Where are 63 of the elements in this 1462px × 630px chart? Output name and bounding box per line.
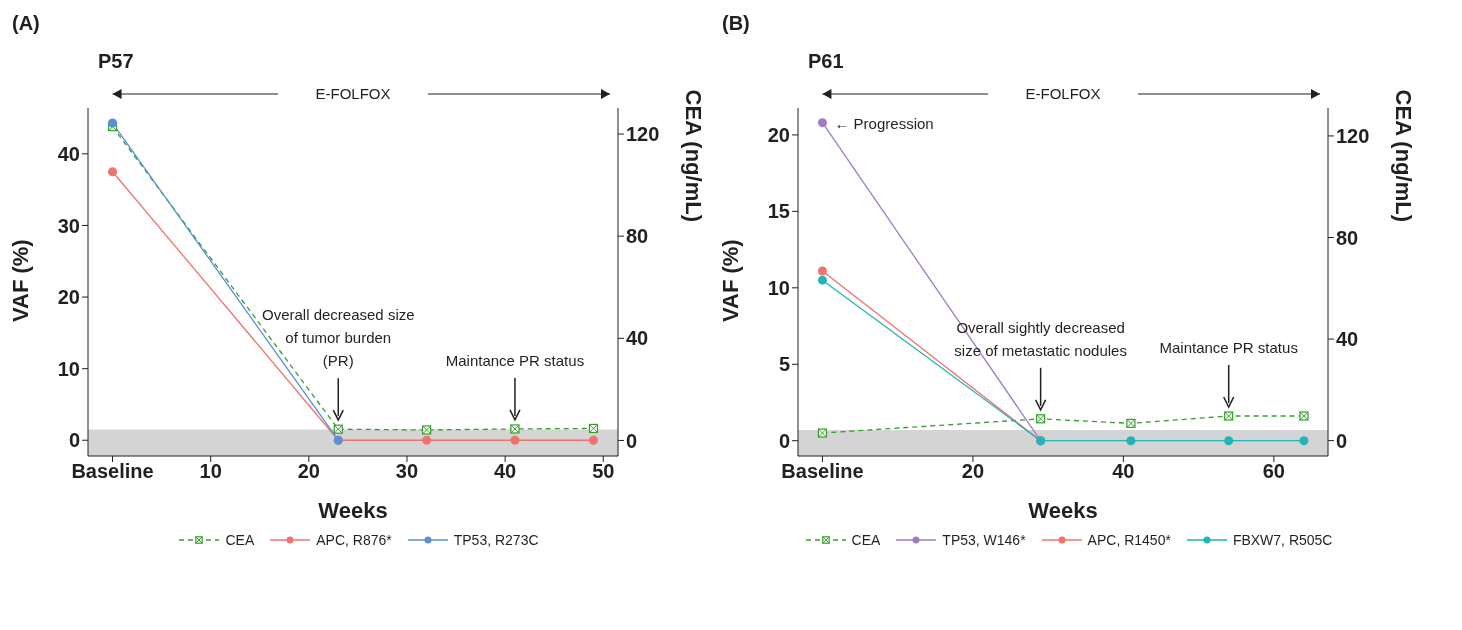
annotation: Overall decreased size of tumor burden (PR) xyxy=(261,306,415,370)
point xyxy=(1299,436,1309,446)
x-axis-title: Weeks xyxy=(318,498,388,523)
point xyxy=(108,167,118,177)
x-tick-label: Baseline xyxy=(71,460,154,483)
x-axis-title: Weeks xyxy=(1028,498,1098,523)
legend-label: APC, R876* xyxy=(316,532,392,548)
x-tick-label: 20 xyxy=(961,460,985,483)
y2-tick-label: 0 xyxy=(1336,429,1348,452)
y2-tick-label: 0 xyxy=(626,429,638,452)
legend-label: TP53, R273C xyxy=(453,532,539,548)
annotation: Overall sightly decreased size of metastatic nodules xyxy=(954,318,1127,359)
point xyxy=(1224,436,1234,446)
text: E-FOLFOX xyxy=(315,85,391,102)
x-tick-label: 60 xyxy=(1262,460,1285,483)
chart-title: (B) xyxy=(722,12,750,34)
point xyxy=(588,435,598,445)
legend-label: CEA xyxy=(225,532,255,548)
x-tick-label: Baseline xyxy=(781,460,864,483)
chart-title: (A) xyxy=(12,12,40,34)
y-tick-label: 20 xyxy=(767,124,790,147)
point xyxy=(817,275,827,285)
chart-subtitle: P61 xyxy=(808,50,844,72)
y2-tick-label: 80 xyxy=(1336,226,1359,249)
x-tick-label: 10 xyxy=(199,460,222,483)
y-axis-title: VAF (%) xyxy=(717,239,743,322)
y-axis-title: VAF (%) xyxy=(7,239,33,322)
y-tick-label: 20 xyxy=(57,286,80,309)
y-tick-label: 40 xyxy=(57,142,80,165)
annotation: Maintance PR status xyxy=(1159,339,1298,357)
point xyxy=(422,435,432,445)
y2-tick-label: 120 xyxy=(626,123,660,146)
legend-label: TP53, W146* xyxy=(942,532,1026,548)
annotation: ← Progression xyxy=(834,114,934,132)
y2-tick-label: 40 xyxy=(1336,328,1359,351)
y-tick-label: 30 xyxy=(57,214,80,237)
text: E-FOLFOX xyxy=(1025,85,1101,102)
y2-tick-label: 120 xyxy=(1336,125,1370,148)
x-tick-label: 40 xyxy=(494,460,517,483)
point xyxy=(108,118,118,128)
point xyxy=(817,118,827,128)
y-tick-label: 5 xyxy=(778,353,790,376)
x-tick-label: 30 xyxy=(395,460,419,483)
point xyxy=(510,435,520,445)
x-tick-label: 40 xyxy=(1112,460,1135,483)
y-tick-label: 0 xyxy=(68,429,80,452)
y2-tick-label: 40 xyxy=(626,327,649,350)
chart-subtitle: P57 xyxy=(98,50,134,72)
y-tick-label: 10 xyxy=(767,276,790,299)
x-tick-label: 50 xyxy=(592,460,615,483)
y-tick-label: 0 xyxy=(778,429,790,452)
y2-axis-title: CEA (ng/mL) xyxy=(681,89,707,222)
point xyxy=(817,266,827,276)
legend-label: APC, R1450* xyxy=(1087,532,1171,548)
legend-label: CEA xyxy=(851,532,881,548)
y2-axis-title: CEA (ng/mL) xyxy=(1391,89,1417,222)
y2-tick-label: 80 xyxy=(626,225,649,248)
y-tick-label: 10 xyxy=(57,357,80,380)
point xyxy=(1126,436,1136,446)
annotation: Maintance PR status xyxy=(445,351,585,369)
y-tick-label: 15 xyxy=(767,200,790,223)
legend-label: FBXW7, R505C xyxy=(1232,532,1333,548)
x-tick-label: 20 xyxy=(297,460,320,483)
